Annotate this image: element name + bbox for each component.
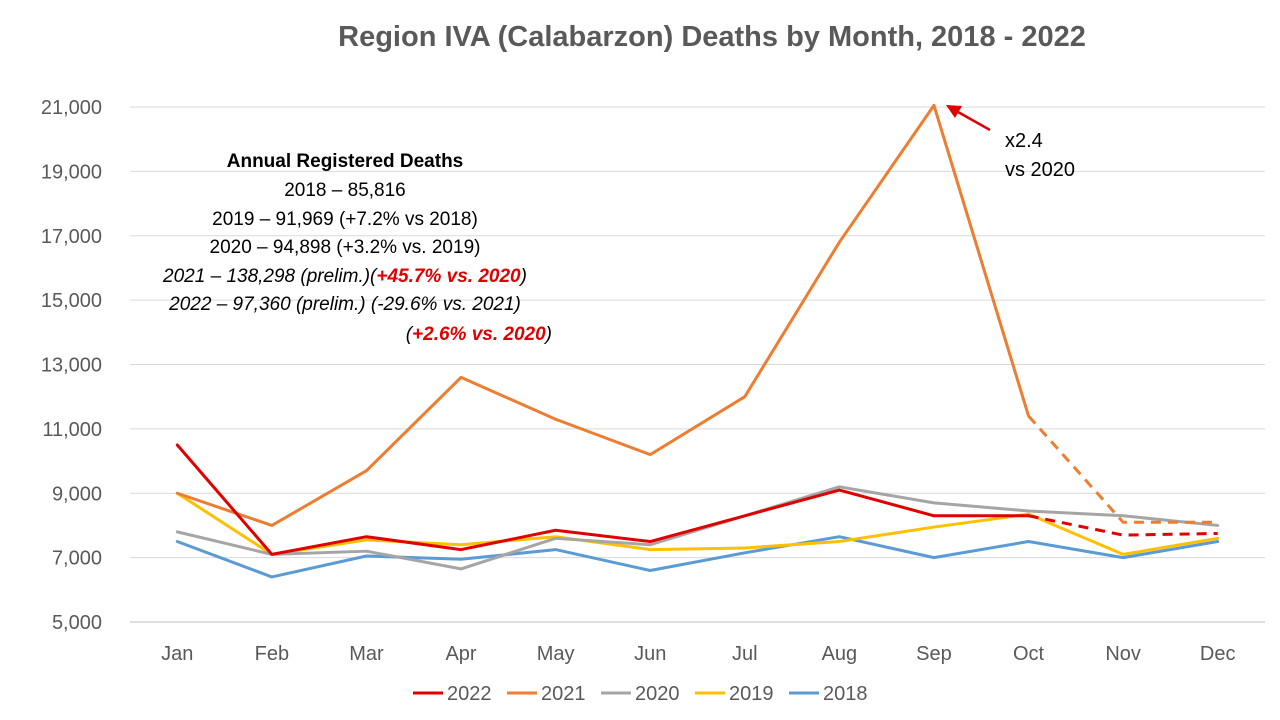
series-line-2020	[175, 485, 1220, 571]
annotation-2020: 2020 – 94,898 (+3.2% vs. 2019)	[210, 237, 481, 258]
x-tick-label: Oct	[1013, 643, 1045, 665]
series-line-2022	[175, 443, 1031, 556]
series-line-2021	[175, 103, 1031, 527]
x-tick-label: Mar	[349, 643, 384, 665]
annotation-heading: Annual Registered Deaths	[227, 151, 464, 172]
annotation-2021: 2021 – 138,298 (prelim.)(+45.7% vs. 2020…	[162, 266, 527, 287]
callout-arrow-line	[957, 110, 991, 132]
annotation-2021-close: )	[519, 266, 527, 287]
annotation-2022-vs-2020: (+2.6% vs. 2020)	[406, 324, 552, 345]
y-tick-label: 17,000	[41, 226, 102, 248]
y-tick-label: 11,000	[42, 419, 102, 441]
series-line-2022-prelim	[1028, 514, 1218, 537]
annotation-2022: 2022 – 97,360 (prelim.) (-29.6% vs. 2021…	[168, 294, 521, 315]
annual-deaths-annotation: Annual Registered Deaths 2018 – 85,816 2…	[162, 151, 552, 345]
x-tick-label: May	[537, 643, 575, 665]
y-tick-label: 9,000	[52, 483, 102, 505]
series-line-2018	[175, 535, 1220, 579]
x-tick-label: Apr	[445, 643, 476, 665]
series-line-2021-prelim	[1027, 415, 1218, 524]
y-tick-label: 7,000	[52, 548, 102, 570]
annotation-2022b-open: (	[406, 324, 414, 345]
peak-callout: x2.4 vs 2020	[946, 105, 1075, 181]
x-tick-label: Jun	[634, 643, 666, 665]
x-tick-label: Jul	[732, 643, 758, 665]
legend-label-2022: 2022	[447, 683, 492, 705]
annotation-2022b-change: +2.6% vs. 2020	[412, 324, 546, 345]
callout-text-1: x2.4	[1005, 130, 1043, 152]
legend: 2022 2021 2020 2019 2018	[413, 683, 868, 705]
chart-title: Region IVA (Calabarzon) Deaths by Month,…	[338, 21, 1086, 53]
annotation-2021-change: +45.7% vs. 2020	[376, 266, 521, 287]
x-tick-label: Aug	[822, 643, 858, 665]
y-axis: 5,000 7,000 9,000 11,000 13,000 15,000 17,000 1…	[41, 97, 102, 634]
x-tick-label: Sep	[916, 643, 952, 665]
callout-text-2: vs 2020	[1005, 159, 1075, 181]
y-tick-label: 15,000	[41, 290, 102, 312]
y-tick-label: 19,000	[41, 161, 102, 183]
annotation-2019: 2019 – 91,969 (+7.2% vs 2018)	[212, 209, 478, 230]
annotation-2021-main: 2021 – 138,298 (prelim.)(	[162, 266, 378, 287]
annotation-2018: 2018 – 85,816	[284, 180, 406, 201]
x-tick-label: Feb	[255, 643, 289, 665]
y-tick-label: 21,000	[41, 97, 102, 119]
callout-arrow-head	[946, 105, 962, 118]
x-tick-label: Jan	[161, 643, 193, 665]
x-axis: Jan Feb Mar Apr May Jun Jul Aug Sep Oct Nov Dec	[161, 643, 1235, 665]
series-lines	[175, 103, 1220, 579]
legend-label-2019: 2019	[729, 683, 774, 705]
series-line-2019	[175, 491, 1220, 556]
y-tick-label: 5,000	[52, 612, 102, 634]
annotation-2022b-close: )	[544, 324, 552, 345]
legend-label-2020: 2020	[635, 683, 680, 705]
grid	[130, 106, 1265, 623]
x-tick-label: Nov	[1105, 643, 1141, 665]
legend-label-2018: 2018	[823, 683, 868, 705]
y-tick-label: 13,000	[41, 355, 102, 377]
legend-label-2021: 2021	[541, 683, 586, 705]
x-tick-label: Dec	[1200, 643, 1236, 665]
